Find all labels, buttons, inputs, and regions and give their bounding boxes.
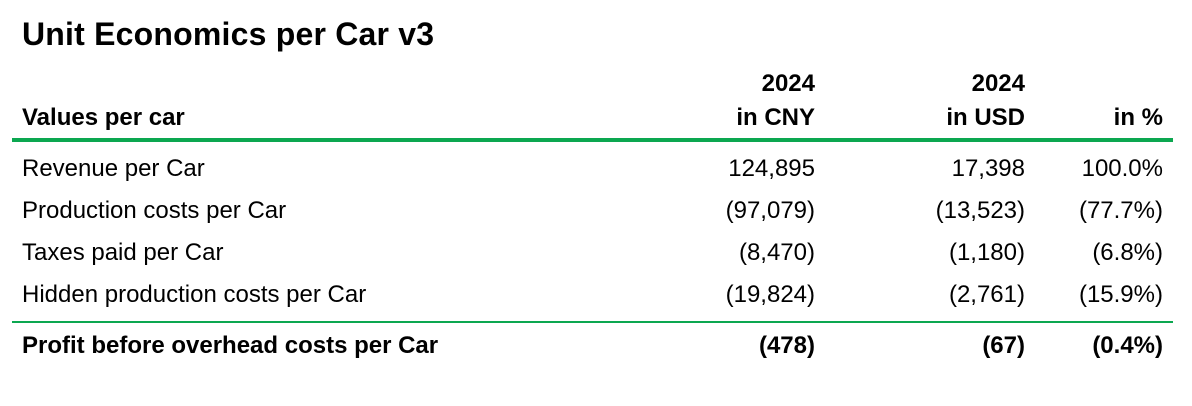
row-value-cny: (8,470) <box>738 239 815 266</box>
row-value-pct: (77.7%) <box>1078 197 1163 224</box>
row-value-usd: (13,523) <box>935 197 1025 224</box>
table-body: Revenue per Car 124,895 17,398 100.0% Pr… <box>12 142 1173 316</box>
row-value-cny: (19,824) <box>725 281 815 308</box>
year-header-usd: 2024 <box>971 70 1025 97</box>
total-value-pct: (0.4%) <box>1092 332 1163 359</box>
row-label: Production costs per Car <box>22 197 287 224</box>
page-title: Unit Economics per Car v3 <box>22 16 435 52</box>
table-row: Hidden production costs per Car (19,824)… <box>12 274 1173 316</box>
row-value-usd: (1,180) <box>948 239 1025 266</box>
table-row: Revenue per Car 124,895 17,398 100.0% <box>12 148 1173 190</box>
total-divider-line <box>12 321 1173 323</box>
row-value-cny: 124,895 <box>728 155 815 182</box>
column-header-cny: in CNY <box>736 104 815 131</box>
table-row: Production costs per Car (97,079) (13,52… <box>12 190 1173 232</box>
row-label: Taxes paid per Car <box>22 239 224 266</box>
total-value-usd: (67) <box>982 332 1025 359</box>
row-value-usd: (2,761) <box>948 281 1025 308</box>
row-label: Revenue per Car <box>22 155 205 182</box>
row-value-usd: 17,398 <box>951 155 1025 182</box>
row-value-cny: (97,079) <box>725 197 815 224</box>
table-header: 2024 2024 Values per car in CNY in USD i… <box>12 64 1173 142</box>
row-value-pct: 100.0% <box>1081 155 1163 182</box>
column-header-row: Values per car in CNY in USD in % <box>12 98 1173 138</box>
row-value-pct: (15.9%) <box>1078 281 1163 308</box>
total-value-cny: (478) <box>758 332 815 359</box>
year-header-row: 2024 2024 <box>12 64 1173 98</box>
row-value-pct: (6.8%) <box>1092 239 1163 266</box>
total-row: Profit before overhead costs per Car (47… <box>12 323 1173 365</box>
table-row: Taxes paid per Car (8,470) (1,180) (6.8%… <box>12 232 1173 274</box>
year-header-cny: 2024 <box>761 70 815 97</box>
row-label: Hidden production costs per Car <box>22 281 367 308</box>
column-header-pct: in % <box>1113 104 1163 131</box>
column-header-label: Values per car <box>22 104 185 131</box>
column-header-usd: in USD <box>946 104 1025 131</box>
total-row-label: Profit before overhead costs per Car <box>22 332 439 359</box>
